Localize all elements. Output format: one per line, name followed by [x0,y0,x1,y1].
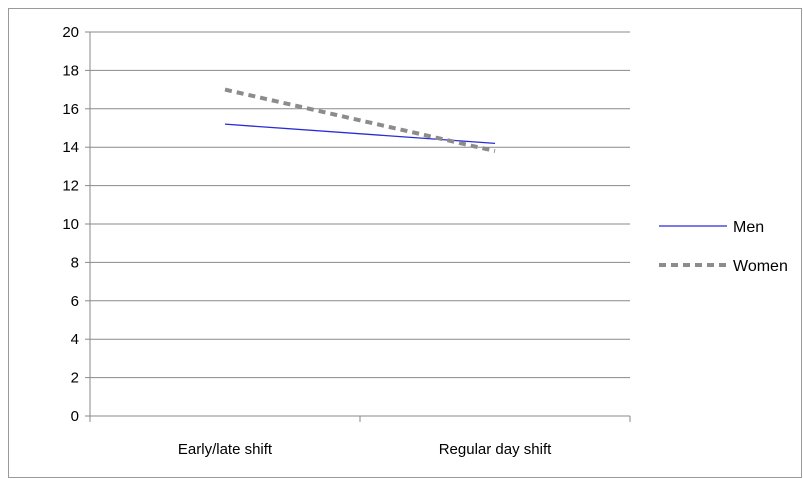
series-line-men [224,123,496,145]
y-tick-label: 18 [62,62,79,79]
series-lines [224,87,496,153]
y-tick-label: 4 [71,331,79,348]
y-tick-label: 20 [62,24,79,41]
y-axis-ticks: 0 2 4 6 8 10 12 14 16 18 20 [62,24,90,425]
y-tick-label: 2 [71,370,79,387]
legend: Men Women [659,219,788,275]
series-line-women [224,87,496,153]
y-tick-label: 14 [62,139,79,156]
legend-label-men: Men [733,219,764,236]
y-tick-label: 16 [62,101,79,118]
legend-label-women: Women [733,258,788,275]
gridlines [90,31,630,379]
chart-frame [8,8,802,478]
y-tick-label: 0 [71,408,79,425]
y-tick-label: 10 [62,216,79,233]
y-tick-label: 6 [71,293,79,310]
x-tick-label: Early/late shift [178,441,273,458]
y-tick-label: 8 [71,254,79,271]
y-tick-label: 12 [62,178,79,195]
x-tick-label: Regular day shift [439,441,552,458]
x-axis-ticks: Early/late shift Regular day shift [89,416,631,458]
